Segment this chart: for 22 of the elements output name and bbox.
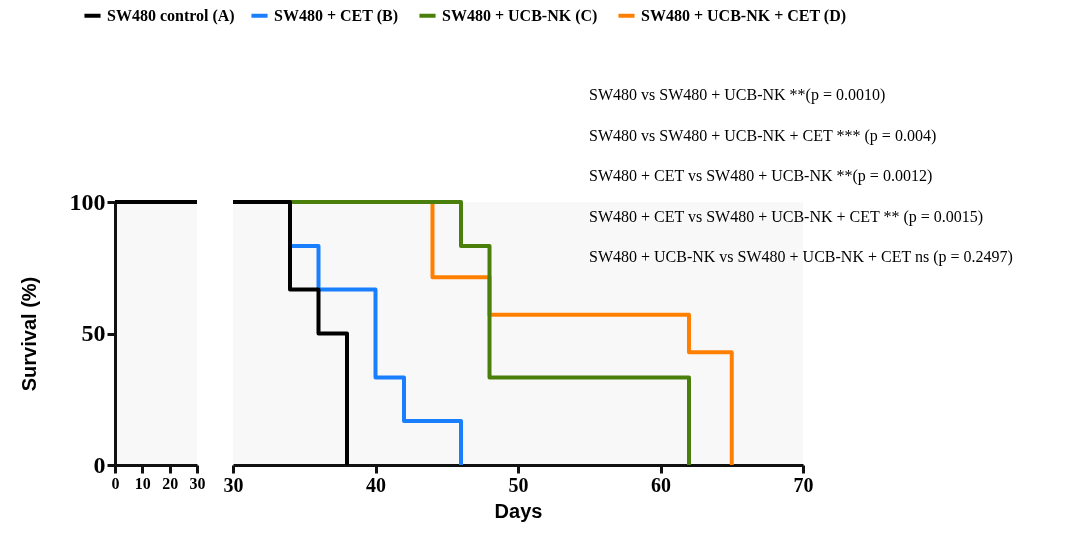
legend-label: SW480 + UCB-NK + CET (D): [641, 6, 847, 25]
x-tick-label: 60: [651, 473, 671, 496]
text: SW480 vs SW480 + UCB-NK + CET *** (p = 0.004): [589, 126, 937, 145]
x-tick-label: 30: [223, 473, 244, 496]
x-tick-label: 70: [793, 473, 814, 496]
x-axis-title: Days: [494, 499, 543, 522]
legend-label: SW480 control (A): [107, 6, 235, 25]
x-tick-label: 30: [189, 474, 206, 492]
text: SW480 + CET vs SW480 + UCB-NK **(p = 0.0012): [589, 167, 933, 185]
x-tick-label: 50: [508, 473, 529, 496]
legend-label: SW480 + UCB-NK (C): [442, 6, 598, 25]
annotation: SW480 + CET vs SW480 + UCB-NK + CET ** (p = 0.0015): [589, 207, 984, 226]
y-tick-label: 50: [81, 320, 106, 346]
legend-label: SW480 + CET (B): [274, 6, 398, 25]
x-tick-label: 10: [134, 474, 151, 492]
text: SW480 vs SW480 + UCB-NK **(p = 0.0010): [589, 86, 886, 104]
x-tick-label: 0: [111, 474, 120, 492]
y-axis-title: Survival (%): [17, 276, 40, 392]
y-tick-label: 100: [69, 188, 106, 215]
x-tick-label: 40: [366, 473, 386, 496]
x-tick-label: 20: [162, 474, 179, 492]
annotation: SW480 + UCB-NK vs SW480 + UCB-NK + CET ns (p = 0.2497): [589, 248, 1013, 266]
